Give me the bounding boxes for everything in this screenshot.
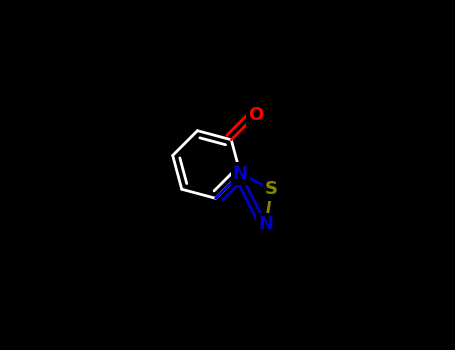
Text: S: S xyxy=(265,181,278,198)
Text: N: N xyxy=(233,164,248,183)
Text: N: N xyxy=(258,215,273,233)
Text: O: O xyxy=(248,106,263,124)
